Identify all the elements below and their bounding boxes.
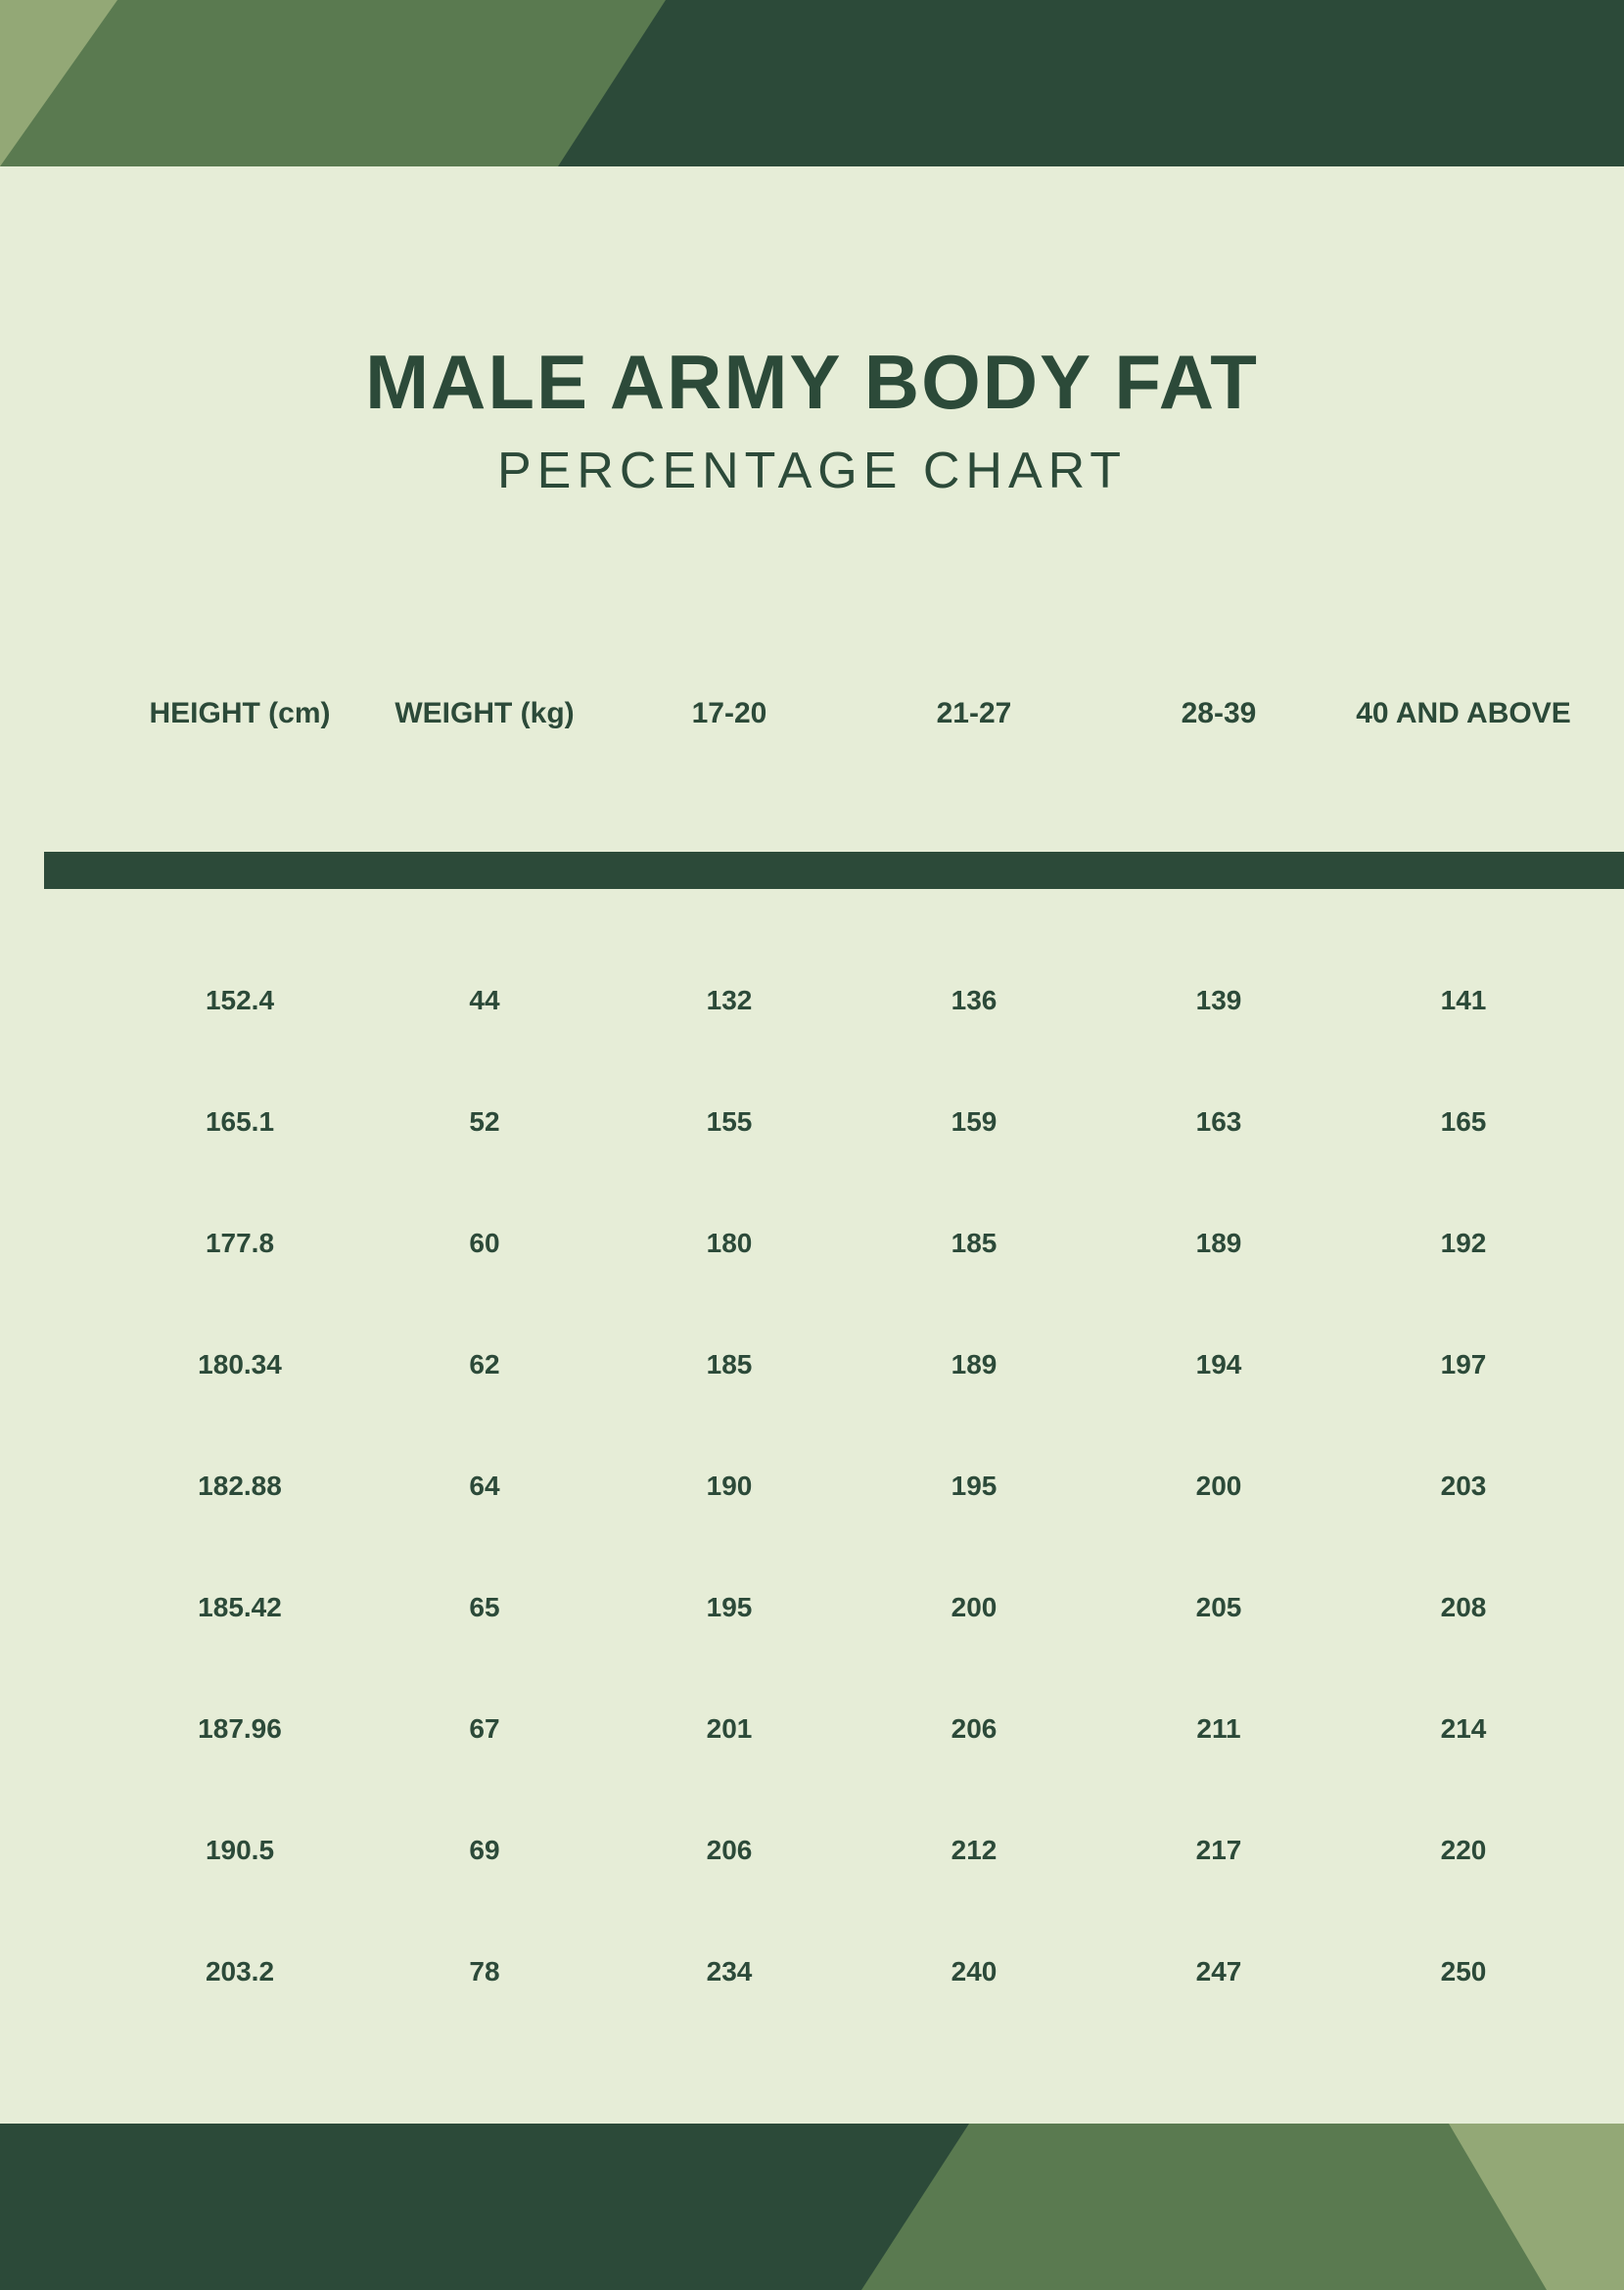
- header-row: HEIGHT (cm) WEIGHT (kg) 17-20 21-27 28-3…: [117, 695, 1585, 732]
- top-shape-dark: [558, 0, 1624, 166]
- table-cell: 67: [362, 1713, 607, 1745]
- table-cell: 152.4: [117, 985, 362, 1016]
- table-cell: 65: [362, 1592, 607, 1623]
- table-cell: 205: [1096, 1592, 1341, 1623]
- col-header-17-20: 17-20: [607, 695, 852, 732]
- table-row: 182.8864190195200203: [117, 1425, 1585, 1547]
- table-body: 152.444132136139141165.15215515916316517…: [117, 940, 1585, 2033]
- table-cell: 60: [362, 1228, 607, 1259]
- table-cell: 44: [362, 985, 607, 1016]
- table-cell: 189: [1096, 1228, 1341, 1259]
- table-row: 190.569206212217220: [117, 1790, 1585, 1911]
- table-cell: 185: [607, 1349, 852, 1380]
- table-cell: 185: [852, 1228, 1096, 1259]
- table-cell: 139: [1096, 985, 1341, 1016]
- title-block: MALE ARMY BODY FAT PERCENTAGE CHART: [0, 338, 1624, 500]
- table-row: 187.9667201206211214: [117, 1668, 1585, 1790]
- page: MALE ARMY BODY FAT PERCENTAGE CHART HEIG…: [0, 0, 1624, 2290]
- table-cell: 189: [852, 1349, 1096, 1380]
- table-divider: [44, 852, 1624, 889]
- table-cell: 201: [607, 1713, 852, 1745]
- top-banner-svg: [0, 0, 1624, 166]
- table-row: 165.152155159163165: [117, 1061, 1585, 1183]
- col-header-40-above: 40 AND ABOVE: [1341, 695, 1586, 732]
- table-cell: 182.88: [117, 1471, 362, 1502]
- table-cell: 155: [607, 1106, 852, 1138]
- table-cell: 203.2: [117, 1956, 362, 1987]
- table-cell: 177.8: [117, 1228, 362, 1259]
- table-cell: 165: [1341, 1106, 1586, 1138]
- col-header-28-39: 28-39: [1096, 695, 1341, 732]
- table-cell: 195: [852, 1471, 1096, 1502]
- table-cell: 197: [1341, 1349, 1586, 1380]
- table-cell: 159: [852, 1106, 1096, 1138]
- table-cell: 217: [1096, 1835, 1341, 1866]
- table-row: 152.444132136139141: [117, 940, 1585, 1061]
- table-cell: 180.34: [117, 1349, 362, 1380]
- col-header-21-27: 21-27: [852, 695, 1096, 732]
- table-cell: 206: [852, 1713, 1096, 1745]
- table-cell: 190.5: [117, 1835, 362, 1866]
- table-header: HEIGHT (cm) WEIGHT (kg) 17-20 21-27 28-3…: [117, 695, 1585, 732]
- table-cell: 165.1: [117, 1106, 362, 1138]
- table-cell: 247: [1096, 1956, 1341, 1987]
- table-cell: 190: [607, 1471, 852, 1502]
- table-cell: 192: [1341, 1228, 1586, 1259]
- table-cell: 69: [362, 1835, 607, 1866]
- table-cell: 62: [362, 1349, 607, 1380]
- table-cell: 240: [852, 1956, 1096, 1987]
- table-row: 203.278234240247250: [117, 1911, 1585, 2033]
- col-header-height: HEIGHT (cm): [117, 695, 362, 732]
- table-cell: 141: [1341, 985, 1586, 1016]
- table-cell: 206: [607, 1835, 852, 1866]
- table-cell: 234: [607, 1956, 852, 1987]
- table-row: 177.860180185189192: [117, 1183, 1585, 1304]
- table-cell: 163: [1096, 1106, 1341, 1138]
- table-cell: 185.42: [117, 1592, 362, 1623]
- table-cell: 250: [1341, 1956, 1586, 1987]
- bottom-banner-svg: [0, 2124, 1624, 2290]
- table-cell: 208: [1341, 1592, 1586, 1623]
- table-cell: 220: [1341, 1835, 1586, 1866]
- table-cell: 212: [852, 1835, 1096, 1866]
- table-cell: 200: [852, 1592, 1096, 1623]
- table-cell: 64: [362, 1471, 607, 1502]
- bottom-banner: [0, 2124, 1624, 2290]
- table-cell: 78: [362, 1956, 607, 1987]
- table-cell: 200: [1096, 1471, 1341, 1502]
- table-cell: 187.96: [117, 1713, 362, 1745]
- table-cell: 52: [362, 1106, 607, 1138]
- page-subtitle: PERCENTAGE CHART: [0, 442, 1624, 500]
- table-cell: 132: [607, 985, 852, 1016]
- table-cell: 214: [1341, 1713, 1586, 1745]
- table-cell: 195: [607, 1592, 852, 1623]
- table-cell: 194: [1096, 1349, 1341, 1380]
- table-cell: 136: [852, 985, 1096, 1016]
- table-row: 185.4265195200205208: [117, 1547, 1585, 1668]
- page-title: MALE ARMY BODY FAT: [0, 338, 1624, 427]
- table-cell: 180: [607, 1228, 852, 1259]
- col-header-weight: WEIGHT (kg): [362, 695, 607, 732]
- top-banner: [0, 0, 1624, 166]
- table-row: 180.3462185189194197: [117, 1304, 1585, 1425]
- table-cell: 203: [1341, 1471, 1586, 1502]
- table-cell: 211: [1096, 1713, 1341, 1745]
